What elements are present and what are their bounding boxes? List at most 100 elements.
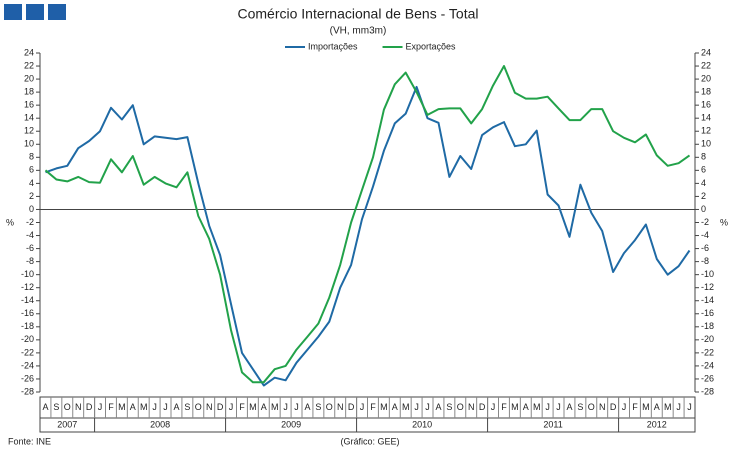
y2-tick-label: -2 (701, 217, 709, 227)
x-tick-label: J (687, 402, 692, 412)
x-tick-label: J (676, 402, 681, 412)
x-tick-label: J (294, 402, 299, 412)
x-tick-label: J (491, 402, 496, 412)
y2-tick-label: -26 (701, 373, 714, 383)
x-tick-label: M (402, 402, 410, 412)
x-tick-label: N (599, 402, 606, 412)
x-tick-label: N (206, 402, 213, 412)
x-tick-label: A (304, 402, 310, 412)
x-tick-label: J (414, 402, 419, 412)
x-tick-label: M (140, 402, 148, 412)
y-tick-label: 10 (24, 139, 34, 149)
y2-tick-label: -8 (701, 256, 709, 266)
y-tick-label: -22 (21, 347, 34, 357)
x-tick-label: J (360, 402, 365, 412)
x-tick-label: J (98, 402, 103, 412)
y2-tick-label: -28 (701, 386, 714, 396)
y2-tick-label: -4 (701, 230, 709, 240)
y-tick-label: 14 (24, 113, 34, 123)
x-tick-label: S (184, 402, 190, 412)
y2-tick-label: -18 (701, 321, 714, 331)
x-tick-label: J (622, 402, 627, 412)
logo-block (4, 4, 22, 20)
y-tick-label: 4 (29, 178, 34, 188)
y-tick-label: -12 (21, 282, 34, 292)
y2-tick-label: 2 (701, 191, 706, 201)
y-tick-label: -24 (21, 360, 34, 370)
y2-tick-label: -16 (701, 308, 714, 318)
x-tick-label: M (642, 402, 650, 412)
x-tick-label: F (108, 402, 114, 412)
x-tick-label: A (130, 402, 136, 412)
y2-tick-label: 0 (701, 204, 706, 214)
x-tick-label: D (86, 402, 93, 412)
y-tick-label: -20 (21, 334, 34, 344)
x-tick-label: F (632, 402, 638, 412)
y-tick-label: 6 (29, 165, 34, 175)
y-tick-label: 18 (24, 86, 34, 96)
x-tick-label: S (577, 402, 583, 412)
series-line (45, 85, 691, 387)
x-tick-label: F (239, 402, 245, 412)
x-tick-label: D (610, 402, 617, 412)
x-tick-label: J (425, 402, 430, 412)
x-tick-label: D (217, 402, 224, 412)
x-tick-label: A (42, 402, 48, 412)
y2-tick-label: 16 (701, 100, 711, 110)
x-tick-label: N (337, 402, 344, 412)
x-tick-label: S (446, 402, 452, 412)
y2-tick-label: 24 (701, 47, 711, 57)
y-tick-label: 22 (24, 60, 34, 70)
y2-tick-label: -14 (701, 295, 714, 305)
series-line (44, 65, 691, 384)
x-tick-label: J (152, 402, 157, 412)
y2-tick-label: -10 (701, 269, 714, 279)
y2-tick-label: -12 (701, 282, 714, 292)
x-tick-label: O (588, 402, 595, 412)
x-tick-label: O (457, 402, 464, 412)
y2-tick-label: 8 (701, 152, 706, 162)
year-label: 2011 (543, 419, 562, 429)
y-tick-label: 12 (24, 126, 34, 136)
x-tick-label: M (511, 402, 519, 412)
y2-tick-label: 4 (701, 178, 706, 188)
x-tick-label: F (501, 402, 507, 412)
x-tick-label: O (64, 402, 71, 412)
x-tick-label: S (53, 402, 59, 412)
y2-tick-label: 14 (701, 113, 711, 123)
y-axis-label: % (6, 217, 14, 227)
legend-label: Exportações (406, 41, 457, 51)
y2-tick-label: 20 (701, 73, 711, 83)
x-tick-label: A (173, 402, 179, 412)
x-tick-label: F (370, 402, 376, 412)
x-tick-label: M (118, 402, 126, 412)
x-tick-label: J (545, 402, 550, 412)
y-tick-label: -6 (26, 243, 34, 253)
x-tick-label: M (380, 402, 388, 412)
y-tick-label: -18 (21, 321, 34, 331)
y2-tick-label: -20 (701, 334, 714, 344)
source: Fonte: INE (8, 436, 51, 446)
x-tick-label: J (229, 402, 234, 412)
y-tick-label: -28 (21, 386, 34, 396)
chart-title: Comércio Internacional de Bens - Total (238, 6, 479, 22)
y-tick-label: 20 (24, 73, 34, 83)
x-tick-label: J (556, 402, 561, 412)
y2-tick-label: 12 (701, 126, 711, 136)
x-tick-label: O (326, 402, 333, 412)
y-tick-label: -16 (21, 308, 34, 318)
x-tick-label: A (523, 402, 529, 412)
y2-tick-label: -24 (701, 360, 714, 370)
y-tick-label: 24 (24, 47, 34, 57)
y2-axis-label: % (720, 217, 728, 227)
x-tick-label: A (392, 402, 398, 412)
legend-label: Importações (308, 41, 358, 51)
y-tick-label: -2 (26, 217, 34, 227)
credit: (Gráfico: GEE) (340, 436, 399, 446)
y2-tick-label: 22 (701, 60, 711, 70)
chart-subtitle: (VH, mm3m) (330, 26, 387, 37)
y-tick-label: -10 (21, 269, 34, 279)
y-tick-label: -4 (26, 230, 34, 240)
x-tick-label: A (435, 402, 441, 412)
